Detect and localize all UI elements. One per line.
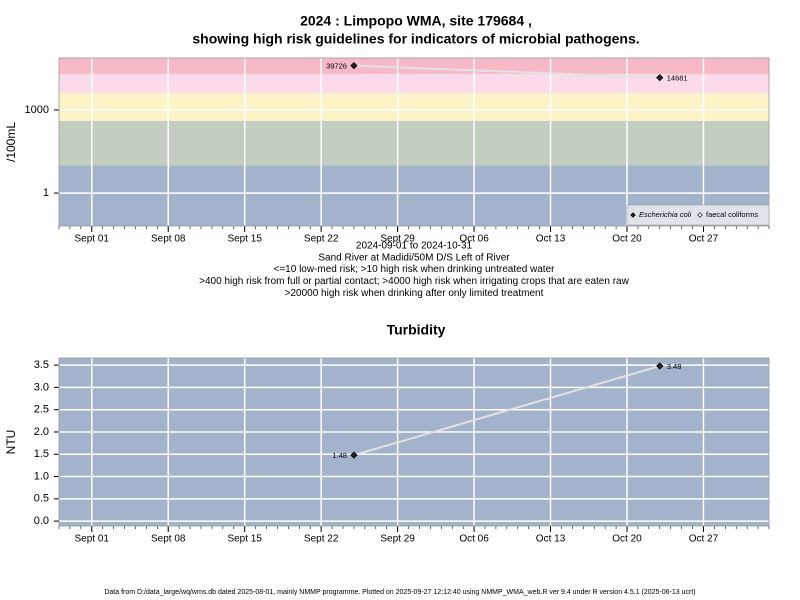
data-line: [353, 365, 661, 457]
x-tick-label: Sept 22: [304, 534, 339, 545]
risk-band: [59, 93, 769, 121]
note: >400 high risk from full or partial cont…: [199, 276, 629, 287]
x-tick-label: Oct 27: [689, 534, 719, 545]
y-tick-label: 2.0: [34, 426, 49, 438]
x-tick-label: Sept 22: [304, 234, 339, 245]
note: Sand River at Madidi/50M D/S Left of Riv…: [318, 252, 510, 263]
x-tick-label: Sept 29: [380, 234, 415, 245]
plot-frame: [58, 357, 770, 527]
legend-marker: [697, 212, 703, 218]
data-line: [353, 64, 660, 79]
y-tick-label: 1000: [25, 104, 49, 116]
x-tick-label: Oct 13: [536, 534, 566, 545]
risk-band: [59, 120, 769, 166]
x-tick-label: Oct 20: [612, 534, 642, 545]
value-label: 14681: [667, 74, 688, 83]
data-point: [656, 74, 664, 82]
x-tick-label: Oct 27: [689, 234, 719, 245]
legend-label: Escherichia coli: [639, 210, 691, 219]
x-tick-label: Oct 06: [459, 234, 489, 245]
y-tick-label: 1.5: [34, 448, 49, 460]
note: >20000 high risk when drinking after onl…: [285, 288, 544, 299]
y-tick-label: 2.5: [34, 404, 49, 416]
value-label: 1.48: [332, 451, 347, 460]
x-tick-label: Sept 08: [151, 234, 186, 245]
y-tick-label: 0.5: [34, 493, 49, 505]
x-tick-label: Oct 13: [536, 234, 566, 245]
chart-title: 2024 : Limpopo WMA, site 179684 ,: [300, 13, 532, 29]
y-tick-label: 1: [43, 187, 49, 199]
y-axis-label: NTU: [4, 430, 18, 455]
data-point: [656, 362, 664, 370]
y-tick-label: 3.0: [34, 381, 49, 393]
y-axis-label: /100mL: [4, 122, 18, 162]
x-tick-label: Sept 15: [227, 534, 262, 545]
x-tick-label: Sept 01: [75, 534, 110, 545]
y-tick-label: 0.0: [34, 515, 49, 527]
footer: Data from D:/data_large/wq/wms.db dated …: [104, 589, 695, 596]
x-tick-label: Oct 06: [459, 534, 489, 545]
value-label: 39726: [326, 62, 347, 71]
note: 2024-09-01 to 2024-10-31: [356, 241, 473, 252]
y-tick-label: 3.5: [34, 359, 49, 371]
value-label: 3.48: [667, 362, 682, 371]
legend-marker: [630, 212, 636, 218]
note: <=10 low-med risk; >10 high risk when dr…: [274, 264, 556, 275]
x-tick-label: Sept 15: [227, 234, 262, 245]
risk-band: [59, 58, 769, 74]
data-point: [350, 451, 358, 459]
chart-title: Turbidity: [387, 322, 446, 338]
x-tick-label: Sept 29: [380, 534, 415, 545]
x-tick-label: Sept 08: [151, 534, 186, 545]
x-tick-label: Oct 20: [612, 234, 642, 245]
x-tick-label: Sept 01: [75, 234, 110, 245]
data-point: [350, 62, 358, 70]
risk-band: [59, 73, 769, 94]
legend-label: faecal coliforms: [706, 210, 758, 219]
chart-title: showing high risk guidelines for indicat…: [192, 31, 639, 47]
risk-band: [59, 358, 769, 526]
plot-frame: [58, 57, 770, 227]
y-tick-label: 1.0: [34, 470, 49, 482]
